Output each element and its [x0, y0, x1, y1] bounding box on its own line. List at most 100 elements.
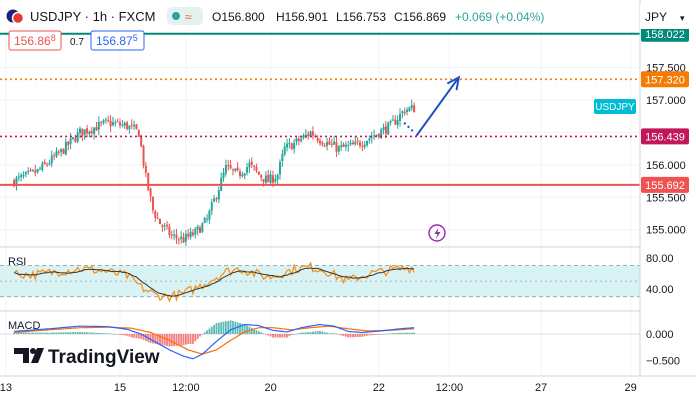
candle-body: [276, 175, 279, 180]
macd-histogram-bar: [316, 331, 319, 335]
candle-body: [257, 171, 260, 175]
candle-body: [60, 148, 63, 152]
macd-histogram-bar: [246, 325, 248, 335]
time-axis-label: 22: [373, 382, 385, 394]
macd-histogram-bar: [359, 334, 361, 337]
macd-histogram-bar: [114, 334, 117, 335]
price-axis-label: 155.500: [646, 192, 686, 204]
macd-label[interactable]: MACD: [8, 320, 40, 332]
candle-body: [290, 143, 293, 150]
arrowhead-icon: [446, 75, 461, 91]
macd-histogram-bar: [46, 332, 48, 335]
macd-histogram-bar: [326, 332, 328, 335]
flag-icon-jp: [11, 11, 25, 25]
candle-body: [151, 197, 154, 211]
macd-histogram-bar: [354, 334, 357, 338]
macd-histogram-bar: [104, 333, 107, 335]
rsi-axis-label: 40.00: [646, 284, 674, 296]
candle-body: [340, 145, 343, 148]
macd-histogram-bar: [241, 323, 244, 335]
candle-body: [363, 144, 366, 147]
candle-body: [297, 138, 300, 141]
candle-body: [88, 131, 91, 134]
candle-body: [182, 237, 185, 243]
macd-histogram-bar: [413, 332, 416, 335]
candle-body: [130, 124, 133, 126]
price-level-label: 158.022: [645, 29, 685, 41]
candle-body: [166, 224, 169, 227]
symbol-title[interactable]: USDJPY · 1h · FXCM: [30, 9, 155, 24]
candle-body: [399, 113, 401, 121]
candle-body: [161, 225, 164, 227]
candle-body: [114, 122, 117, 124]
macd-histogram-bar: [180, 334, 183, 346]
macd-histogram-bar: [137, 334, 140, 339]
candle-body: [71, 137, 74, 139]
candle-body: [119, 122, 121, 126]
macd-histogram-bar: [213, 324, 216, 335]
candle-body: [180, 236, 183, 240]
lightning-icon: [434, 227, 441, 239]
macd-histogram-bar: [184, 334, 187, 345]
level-labels: 158.022 157.320 156.439 155.692: [641, 25, 689, 193]
candle-body: [288, 142, 291, 144]
macd-histogram-bar: [203, 332, 206, 335]
macd-histogram-bar: [328, 333, 331, 335]
currency-selector[interactable]: [640, 5, 696, 29]
macd-histogram-bar: [260, 332, 263, 335]
macd-histogram-bar: [406, 332, 408, 335]
ohlc-change: +0.069 (+0.04%): [455, 10, 544, 24]
macd-histogram-bar: [330, 333, 333, 335]
macd-histogram-bar: [43, 332, 46, 335]
macd-histogram-bar: [222, 321, 225, 335]
rsi-label[interactable]: RSI: [8, 256, 26, 268]
macd-histogram-bar: [72, 332, 74, 335]
price-level-tag: [641, 25, 689, 42]
candle-body: [50, 155, 53, 164]
spread-value: 0.7: [70, 37, 84, 48]
macd-histogram-bar: [123, 334, 126, 336]
market-status-badge[interactable]: [167, 7, 203, 25]
macd-histogram-bar: [264, 334, 267, 335]
sell-button[interactable]: [8, 30, 62, 51]
buy-button[interactable]: [90, 30, 145, 51]
candle-body: [366, 140, 369, 146]
candle-body: [394, 119, 397, 125]
candle-body: [373, 135, 376, 137]
currency-label[interactable]: JPY: [645, 10, 667, 24]
candle-body: [133, 125, 136, 127]
candle-body: [34, 170, 37, 174]
macd-histogram-bar: [210, 326, 213, 335]
candle-body: [69, 138, 72, 145]
time-axis[interactable]: 13 15 12:00 20 22 12:00 27 29: [0, 382, 637, 394]
candle-body: [255, 166, 258, 171]
macd-histogram-bar: [295, 333, 298, 335]
candle-body: [387, 122, 390, 135]
candle-body: [253, 165, 256, 167]
candle-body: [328, 141, 331, 145]
time-axis-label: 13: [0, 382, 12, 394]
chevron-down-icon[interactable]: ▾: [680, 13, 685, 23]
price-level-tag: [641, 71, 689, 88]
macd-histogram-bar: [361, 334, 364, 337]
candle-body: [246, 167, 249, 173]
candle-body: [262, 178, 265, 182]
macd-histogram-bar: [389, 333, 392, 335]
ohlc-low: L156.753: [336, 10, 386, 24]
candle-body: [384, 126, 387, 134]
candle-body: [382, 127, 385, 130]
macd-histogram-bar: [255, 330, 258, 335]
candle-body: [97, 122, 100, 130]
candle-body: [83, 129, 86, 135]
candle-body: [126, 122, 129, 130]
candle-body: [326, 142, 329, 146]
macd-histogram-bar: [100, 333, 103, 335]
macd-series: [0, 320, 640, 360]
candle-body: [295, 138, 298, 142]
candle-body: [93, 127, 96, 135]
price-axis[interactable]: 157.500157.000156.000155.500155.00080.00…: [646, 63, 686, 368]
candle-body: [116, 121, 119, 123]
macd-histogram-bar: [189, 334, 192, 344]
tradingview-logo[interactable]: TradingView: [14, 347, 160, 368]
macd-histogram-bar: [375, 334, 378, 335]
